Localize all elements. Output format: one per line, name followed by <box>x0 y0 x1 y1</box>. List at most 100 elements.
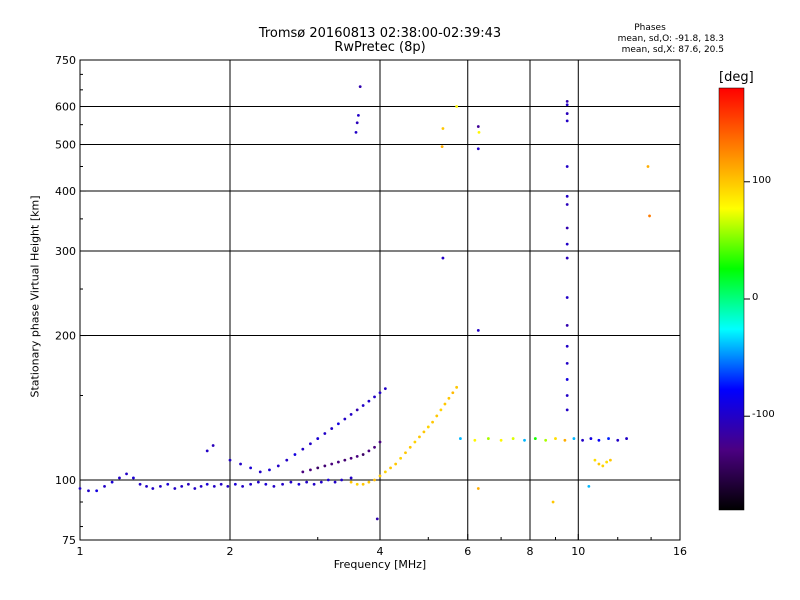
data-point <box>375 517 379 521</box>
data-point <box>355 121 359 125</box>
data-point <box>646 165 650 168</box>
x-axis-ticks: 1 2 4 6 8 10 16 <box>77 534 687 558</box>
data-point <box>565 112 569 115</box>
data-point <box>565 256 569 260</box>
data-point <box>355 408 359 412</box>
x-tick-label: 8 <box>527 545 534 558</box>
data-point <box>343 417 347 421</box>
data-point <box>367 399 371 403</box>
data-point <box>326 478 330 482</box>
data-point <box>305 480 309 484</box>
data-point <box>330 462 334 466</box>
data-point <box>356 113 360 117</box>
data-point <box>118 476 121 480</box>
data-point <box>145 484 148 488</box>
data-point <box>441 256 445 260</box>
x-tick-label: 10 <box>571 545 585 558</box>
data-point <box>476 147 480 151</box>
colorbar-unit: [deg] <box>719 70 754 85</box>
data-point <box>476 487 480 490</box>
data-point <box>378 474 382 478</box>
data-point <box>625 437 628 440</box>
data-point <box>78 487 82 490</box>
data-point <box>477 130 481 134</box>
data-point <box>563 438 567 442</box>
data-point <box>361 453 365 456</box>
data-point <box>473 438 477 442</box>
data-point <box>340 478 344 482</box>
data-point <box>180 484 184 488</box>
data-point <box>511 437 515 440</box>
colorbar-tick-label: 0 <box>752 292 759 303</box>
data-point <box>173 487 177 490</box>
data-point <box>103 484 106 488</box>
data-point <box>186 482 190 486</box>
data-point <box>272 484 276 488</box>
y-axis-label: Stationary phase Virtual Height [km] <box>28 195 42 398</box>
x-axis-label: Frequency [MHz] <box>333 558 427 571</box>
chart-title: Tromsø 20160813 02:38:00-02:39:43 <box>258 26 502 41</box>
data-point <box>476 125 480 128</box>
data-point <box>581 438 584 442</box>
scatter-points <box>78 85 651 521</box>
data-point <box>378 391 382 395</box>
data-point <box>241 484 245 488</box>
data-point <box>193 487 197 490</box>
y-tick-label: 600 <box>55 101 76 114</box>
x-tick-label: 1 <box>77 545 84 558</box>
data-point <box>289 480 293 484</box>
data-point <box>87 489 90 493</box>
data-point <box>648 214 651 218</box>
data-point <box>256 480 260 484</box>
data-point <box>565 242 569 246</box>
data-point <box>228 458 232 462</box>
data-point <box>249 482 253 486</box>
data-point <box>226 484 230 488</box>
data-point <box>533 437 537 440</box>
data-point <box>565 99 569 103</box>
data-point <box>441 127 445 130</box>
phases-title: Phases <box>634 23 666 33</box>
data-point <box>166 482 170 486</box>
data-point <box>605 460 609 464</box>
data-point <box>138 482 142 486</box>
data-point <box>297 482 301 486</box>
data-point <box>125 472 128 476</box>
y-tick-label: 75 <box>62 534 76 547</box>
data-point <box>565 194 569 198</box>
data-point <box>355 482 359 486</box>
data-point <box>323 464 327 468</box>
data-point <box>373 478 376 482</box>
data-point <box>309 468 312 472</box>
data-point <box>330 427 334 430</box>
data-point <box>268 468 271 472</box>
y-axis-ticks: 75 100 200 300 400 500 600 750 <box>55 54 86 547</box>
data-point <box>312 482 316 486</box>
y-tick-label: 300 <box>55 245 76 258</box>
data-point <box>199 484 203 488</box>
data-point <box>440 145 444 149</box>
data-point <box>309 442 312 446</box>
data-point <box>404 451 407 455</box>
colorbar-tick-label: 100 <box>752 174 772 186</box>
data-point <box>361 482 365 486</box>
data-point <box>499 438 503 442</box>
data-point <box>551 500 555 504</box>
data-point <box>459 437 462 440</box>
data-point <box>276 464 280 468</box>
y-tick-label: 500 <box>55 139 76 152</box>
data-point <box>349 413 353 416</box>
phases-x-mode: mean, sd,X: 87.6, 20.5 <box>621 45 724 55</box>
data-point <box>455 385 459 389</box>
data-point <box>212 484 216 488</box>
data-point <box>239 462 242 466</box>
data-point <box>258 470 262 474</box>
y-tick-label: 100 <box>55 474 76 487</box>
data-point <box>565 203 569 206</box>
colorbar-ticks <box>744 181 750 417</box>
data-point <box>367 480 371 484</box>
data-point <box>455 105 459 108</box>
data-point <box>159 484 162 488</box>
data-point <box>408 445 412 449</box>
